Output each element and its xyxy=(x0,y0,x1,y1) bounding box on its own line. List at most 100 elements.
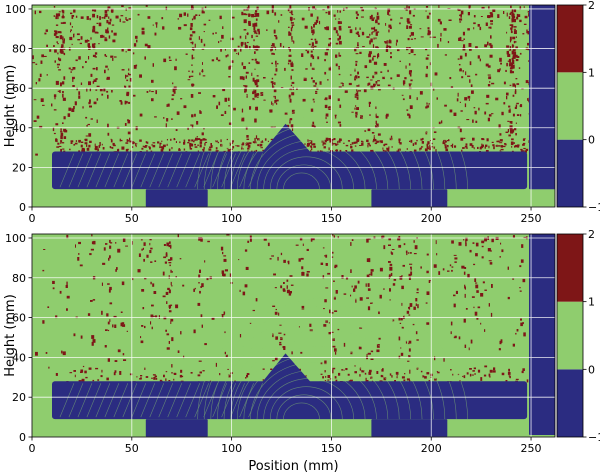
noise-speck xyxy=(274,73,277,76)
noise-speck xyxy=(245,85,247,88)
colorbar-frame xyxy=(556,233,584,438)
noise-speck xyxy=(522,278,526,283)
noise-speck xyxy=(410,271,413,276)
noise-speck xyxy=(405,340,407,344)
noise-speck xyxy=(111,30,113,33)
noise-speck xyxy=(175,58,177,61)
noise-speck xyxy=(338,372,341,376)
noise-speck xyxy=(124,85,127,88)
noise-speck xyxy=(362,46,365,48)
texture-arc xyxy=(243,353,389,420)
noise-speck xyxy=(109,255,111,259)
noise-speck xyxy=(245,377,247,379)
noise-speck xyxy=(500,148,504,151)
noise-speck xyxy=(515,144,519,148)
noise-speck xyxy=(99,88,103,92)
noise-speck xyxy=(337,328,340,331)
noise-speck xyxy=(375,113,377,118)
noise-speck xyxy=(247,5,250,10)
noise-speck xyxy=(518,67,521,69)
noise-speck xyxy=(426,15,430,19)
noise-speck xyxy=(127,140,130,142)
noise-speck xyxy=(409,95,412,99)
noise-speck xyxy=(483,374,487,377)
noise-speck xyxy=(189,147,193,150)
noise-speck xyxy=(426,270,429,274)
noise-speck xyxy=(511,12,514,16)
noise-speck xyxy=(324,104,328,109)
noise-speck xyxy=(55,16,58,20)
noise-speck xyxy=(404,373,406,375)
noise-speck xyxy=(152,374,156,376)
noise-speck xyxy=(121,48,124,52)
noise-speck xyxy=(151,91,154,93)
noise-speck xyxy=(354,365,356,367)
noise-speck xyxy=(289,275,293,277)
noise-speck xyxy=(143,242,146,246)
noise-speck xyxy=(426,253,429,256)
noise-speck xyxy=(465,237,468,242)
noise-speck xyxy=(150,261,153,263)
noise-speck xyxy=(520,318,522,321)
noise-speck xyxy=(513,28,516,30)
noise-speck xyxy=(356,96,359,100)
noise-speck xyxy=(327,379,330,381)
noise-speck xyxy=(106,20,109,24)
noise-speck xyxy=(391,146,393,148)
noise-speck xyxy=(272,333,274,338)
noise-speck xyxy=(96,119,98,123)
colorbar-tick-label: 2 xyxy=(588,0,595,12)
noise-speck xyxy=(515,122,517,124)
noise-speck xyxy=(511,57,514,61)
noise-speck xyxy=(94,143,96,147)
noise-speck xyxy=(201,69,204,73)
noise-speck xyxy=(348,26,351,28)
noise-speck xyxy=(408,19,410,23)
noise-speck xyxy=(247,32,249,36)
noise-speck xyxy=(84,142,88,145)
noise-speck xyxy=(61,44,64,48)
noise-speck xyxy=(189,145,191,149)
noise-speck xyxy=(314,45,317,48)
noise-speck xyxy=(223,311,226,315)
noise-speck xyxy=(309,323,312,327)
noise-speck xyxy=(196,121,199,125)
noise-speck xyxy=(196,136,198,138)
noise-speck xyxy=(55,123,59,126)
noise-speck xyxy=(246,374,249,378)
noise-speck xyxy=(275,64,277,68)
noise-speck xyxy=(319,81,322,85)
noise-speck xyxy=(72,15,75,17)
noise-speck xyxy=(328,11,331,15)
noise-speck xyxy=(335,379,338,383)
noise-speck xyxy=(395,42,397,46)
noise-speck xyxy=(110,55,114,58)
noise-speck xyxy=(375,120,377,125)
noise-speck xyxy=(107,123,109,128)
noise-speck xyxy=(162,271,165,276)
noise-speck xyxy=(288,26,290,28)
noise-speck xyxy=(107,6,111,9)
noise-speck xyxy=(402,264,405,267)
noise-speck xyxy=(241,146,243,149)
noise-speck xyxy=(54,30,57,33)
noise-speck xyxy=(482,281,485,284)
noise-speck xyxy=(274,12,277,16)
noise-speck xyxy=(129,373,133,376)
noise-speck xyxy=(451,145,454,148)
noise-speck xyxy=(262,149,265,152)
noise-speck xyxy=(485,63,489,67)
noise-speck xyxy=(293,18,296,20)
noise-speck xyxy=(110,146,112,149)
noise-speck xyxy=(149,239,152,241)
noise-speck xyxy=(354,141,358,144)
noise-speck xyxy=(453,254,457,256)
noise-speck xyxy=(189,34,193,37)
noise-speck xyxy=(91,335,95,339)
noise-speck xyxy=(121,5,124,7)
noise-speck xyxy=(373,37,375,40)
noise-speck xyxy=(126,94,129,97)
noise-speck xyxy=(115,242,117,244)
noise-speck xyxy=(438,271,441,275)
noise-speck xyxy=(515,378,519,381)
